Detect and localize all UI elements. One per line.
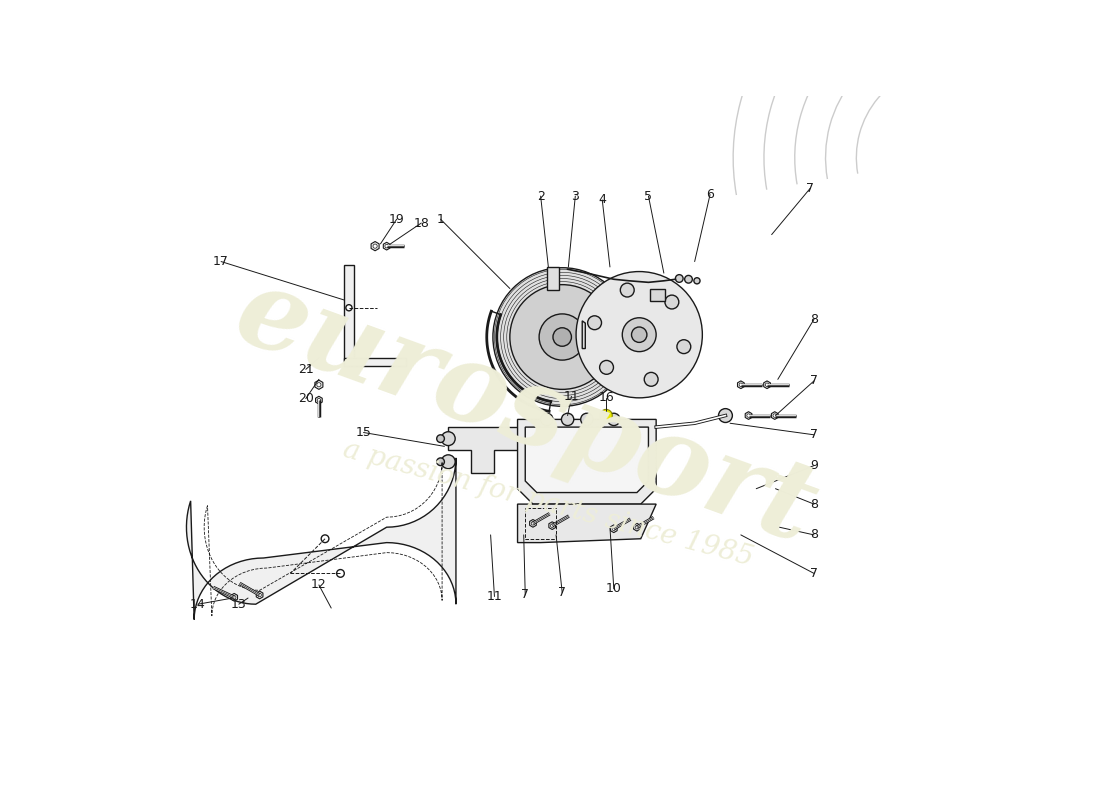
Circle shape: [607, 414, 620, 426]
Circle shape: [385, 245, 388, 248]
Text: 17: 17: [213, 255, 229, 268]
Text: 7: 7: [810, 374, 818, 387]
Text: 18: 18: [414, 217, 429, 230]
Polygon shape: [371, 242, 380, 250]
Text: 8: 8: [810, 313, 818, 326]
Text: 15: 15: [355, 426, 372, 439]
Polygon shape: [187, 458, 455, 619]
Circle shape: [635, 526, 639, 529]
Circle shape: [664, 295, 679, 309]
Text: 8: 8: [810, 529, 818, 542]
Text: 14: 14: [190, 598, 206, 610]
Circle shape: [509, 285, 615, 390]
Text: a passion for parts since 1985: a passion for parts since 1985: [340, 436, 757, 572]
Text: 2: 2: [537, 190, 544, 202]
Circle shape: [441, 432, 455, 446]
Circle shape: [739, 383, 742, 386]
Circle shape: [676, 340, 691, 354]
Text: 5: 5: [645, 190, 652, 202]
Circle shape: [581, 414, 593, 426]
Polygon shape: [231, 594, 238, 601]
Text: 16: 16: [598, 391, 614, 404]
Text: 7: 7: [810, 428, 818, 442]
Text: 13: 13: [231, 598, 246, 610]
Circle shape: [437, 434, 444, 442]
Polygon shape: [315, 380, 323, 390]
Circle shape: [576, 271, 703, 398]
Text: 19: 19: [388, 213, 405, 226]
Text: eurosport: eurosport: [221, 257, 829, 566]
Polygon shape: [610, 525, 617, 533]
Circle shape: [345, 305, 352, 311]
Polygon shape: [529, 519, 537, 527]
Circle shape: [257, 594, 262, 597]
Polygon shape: [582, 321, 585, 349]
Text: 6: 6: [706, 188, 714, 201]
Circle shape: [541, 414, 553, 426]
Text: 1: 1: [437, 213, 444, 226]
Circle shape: [317, 382, 321, 387]
Circle shape: [561, 414, 574, 426]
Circle shape: [645, 372, 658, 386]
Text: 7: 7: [521, 589, 529, 602]
Polygon shape: [771, 412, 778, 419]
Text: 7: 7: [558, 586, 566, 599]
Text: 9: 9: [810, 459, 818, 472]
Text: 11: 11: [563, 390, 580, 403]
Polygon shape: [517, 504, 656, 542]
Text: 8: 8: [810, 498, 818, 510]
Circle shape: [437, 458, 444, 466]
Polygon shape: [737, 381, 745, 389]
Text: 12: 12: [311, 578, 327, 591]
Polygon shape: [547, 267, 559, 290]
Circle shape: [587, 316, 602, 330]
Circle shape: [600, 361, 614, 374]
Polygon shape: [650, 289, 666, 301]
Circle shape: [539, 314, 585, 360]
Text: 7: 7: [806, 182, 814, 195]
Polygon shape: [316, 396, 322, 404]
Polygon shape: [344, 266, 353, 366]
Circle shape: [373, 244, 377, 248]
Polygon shape: [549, 522, 556, 530]
Polygon shape: [256, 591, 263, 599]
Circle shape: [553, 328, 572, 346]
Circle shape: [623, 318, 656, 352]
Polygon shape: [526, 427, 649, 493]
Polygon shape: [383, 242, 390, 250]
Circle shape: [441, 455, 455, 469]
Polygon shape: [517, 419, 656, 504]
Text: 7: 7: [810, 567, 818, 580]
Circle shape: [718, 409, 733, 422]
Circle shape: [321, 535, 329, 542]
Polygon shape: [344, 358, 406, 366]
Circle shape: [620, 283, 635, 297]
Circle shape: [550, 524, 554, 527]
Circle shape: [232, 595, 235, 599]
Polygon shape: [634, 523, 640, 531]
Text: 11: 11: [486, 590, 503, 603]
Text: 20: 20: [298, 392, 314, 405]
Polygon shape: [745, 412, 752, 419]
Circle shape: [684, 275, 692, 283]
Circle shape: [747, 414, 750, 418]
Circle shape: [675, 274, 683, 282]
Circle shape: [531, 522, 535, 525]
Text: 10: 10: [606, 582, 621, 595]
Circle shape: [317, 398, 320, 402]
Circle shape: [600, 410, 613, 422]
Circle shape: [612, 527, 616, 530]
Circle shape: [337, 570, 344, 578]
Polygon shape: [763, 381, 770, 389]
Circle shape: [694, 278, 700, 284]
Polygon shape: [449, 427, 517, 474]
Circle shape: [631, 327, 647, 342]
Text: 4: 4: [598, 194, 606, 206]
Text: 21: 21: [298, 363, 314, 376]
Circle shape: [766, 383, 769, 386]
Text: 3: 3: [571, 190, 580, 202]
Circle shape: [493, 268, 631, 406]
Circle shape: [773, 414, 777, 418]
